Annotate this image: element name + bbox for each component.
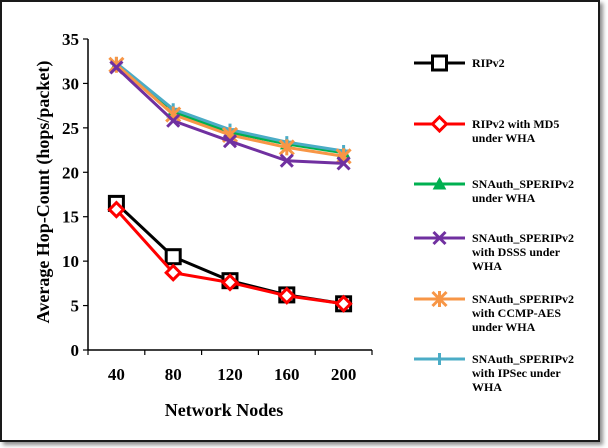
series-1: [107, 200, 353, 313]
y-tick-label: 25: [62, 119, 79, 138]
y-tick-label: 30: [62, 74, 79, 93]
line-chart: 0 5 10 15 20 25 30 35 40 80 120 160 200 Average Hop-…: [33, 30, 574, 420]
legend-label: SNAuth_SPERIPv2: [472, 177, 574, 191]
data-point: [164, 263, 183, 282]
x-tick-label: 40: [108, 365, 125, 384]
series-3: [109, 60, 351, 171]
legend-label: under WHA: [472, 191, 536, 205]
y-tick-label: 10: [62, 252, 79, 271]
legend-entry-0: RIPv2: [414, 54, 505, 72]
data-point: [222, 134, 238, 149]
data-point: [164, 248, 182, 266]
legend-swatch-marker: [431, 54, 448, 72]
data-point: [277, 286, 296, 305]
legend-label: RIPv2: [472, 56, 505, 70]
legend-label: SNAuth_SPERIPv2: [472, 352, 574, 366]
series-0: [107, 194, 353, 313]
legend-label: SNAuth_SPERIPv2: [472, 231, 574, 245]
data-point: [278, 139, 295, 156]
x-axis-title: Network Nodes: [165, 400, 284, 420]
legend-swatch-marker: [432, 176, 447, 190]
x-tick-label: 200: [331, 365, 357, 384]
legend-label: WHA: [472, 380, 502, 394]
legend-label: with DSSS under: [472, 245, 561, 259]
data-point: [108, 56, 125, 73]
data-point: [279, 153, 294, 168]
y-axis-title: Average Hop-Count (hops/packet): [33, 61, 54, 324]
y-tick-label: 0: [71, 341, 80, 360]
data-point: [334, 294, 353, 313]
y-tick-label: 20: [62, 163, 79, 182]
legend-swatch-marker: [433, 353, 446, 365]
y-tick-label: 15: [62, 208, 79, 227]
data-point: [109, 60, 124, 75]
y-tick-label: 5: [71, 297, 80, 316]
data-point: [336, 156, 351, 171]
legend-label: RIPv2 with MD5: [472, 117, 559, 131]
legend-label: with CCMP-AES: [472, 306, 561, 320]
legend-label: WHA: [472, 259, 502, 273]
legend-swatch-marker: [432, 230, 447, 246]
y-tick-label: 35: [62, 30, 79, 49]
x-tick-label: 120: [217, 365, 243, 384]
legend-swatch-marker: [431, 290, 448, 308]
legend-label: SNAuth_SPERIPv2: [472, 292, 574, 306]
data-point: [166, 113, 181, 128]
series-line: [115, 66, 344, 165]
legend-label: under WHA: [472, 320, 536, 334]
legend-label: with IPSec under: [472, 366, 561, 380]
x-tick-label: 160: [274, 365, 300, 384]
data-point: [220, 273, 240, 292]
chart-frame: 0 5 10 15 20 25 30 35 40 80 120 160 200 Average Hop-…: [0, 0, 600, 442]
data-point: [107, 200, 126, 219]
legend-label: under WHA: [472, 131, 536, 145]
x-tick-label: 80: [165, 365, 182, 384]
legend-swatch-marker: [430, 114, 449, 134]
